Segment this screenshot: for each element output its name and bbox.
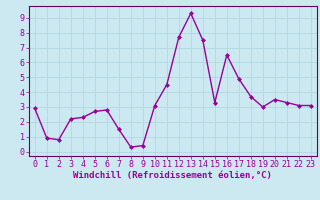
- X-axis label: Windchill (Refroidissement éolien,°C): Windchill (Refroidissement éolien,°C): [73, 171, 272, 180]
